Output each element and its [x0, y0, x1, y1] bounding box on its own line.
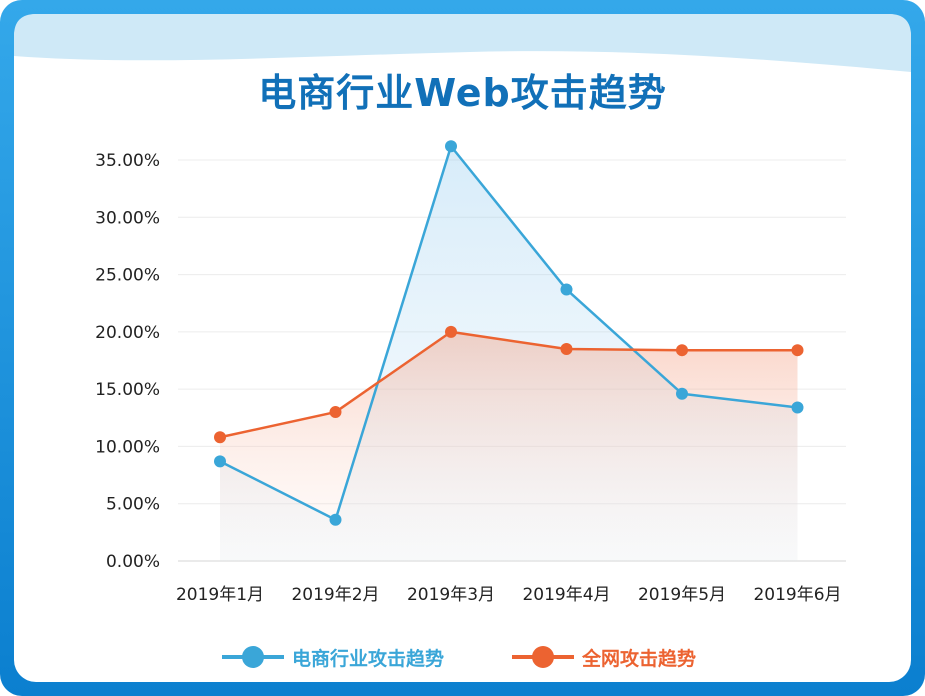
x-tick-label: 2019年2月 [291, 585, 379, 605]
series-line-network [219, 330, 798, 439]
legend-label-ecommerce: 电商行业攻击趋势 [292, 647, 445, 670]
data-point-network [214, 431, 226, 444]
x-tick-label: 2019年5月 [638, 585, 726, 605]
data-point-network [676, 344, 688, 357]
y-tick-label: 30.00% [95, 208, 160, 228]
y-axis-ticks: 0.00% 5.00% 10.00% 15.00% 20.00% 25.00% 30.00%… [95, 151, 160, 572]
y-tick-label: 35.00% [95, 151, 160, 171]
y-tick-label: 10.00% [95, 437, 160, 457]
data-point-network [791, 344, 804, 357]
x-tick-label: 2019年1月 [176, 585, 264, 605]
top-wave [14, 14, 911, 72]
y-tick-label: 20.00% [95, 323, 160, 343]
data-point-ecommerce [560, 283, 573, 296]
legend-item-network: 全网攻击趋势 [512, 640, 696, 674]
series-line-ecommerce [219, 145, 798, 522]
data-point-network [329, 406, 342, 419]
legend-swatch-ecommerce [222, 645, 284, 669]
data-point-network [445, 325, 457, 338]
data-point-ecommerce [214, 455, 226, 468]
x-tick-label: 2019年3月 [407, 585, 495, 605]
data-point-ecommerce [676, 387, 688, 400]
x-tick-label: 2019年4月 [522, 585, 610, 605]
y-tick-label: 15.00% [95, 380, 160, 400]
area-fills [220, 146, 798, 561]
y-tick-label: 25.00% [95, 266, 160, 286]
data-point-ecommerce [791, 401, 804, 414]
data-point-ecommerce [445, 140, 457, 153]
chart-title: 电商行业Web攻击趋势 [258, 71, 667, 115]
y-tick-label: 0.00% [106, 552, 160, 572]
x-tick-label: 2019年6月 [753, 585, 841, 605]
legend-swatch-network [512, 645, 574, 669]
x-axis-ticks: 2019年1月 2019年2月 2019年3月 2019年4月 2019年5月 2019年… [176, 585, 842, 605]
data-point-ecommerce [329, 513, 342, 526]
data-point-network [560, 343, 573, 356]
series-lines [219, 145, 798, 522]
legend-label-network: 全网攻击趋势 [582, 647, 697, 670]
y-tick-label: 5.00% [106, 495, 160, 515]
area-network [220, 331, 798, 561]
data-points [214, 140, 804, 526]
legend-item-ecommerce: 电商行业攻击趋势 [222, 640, 444, 674]
